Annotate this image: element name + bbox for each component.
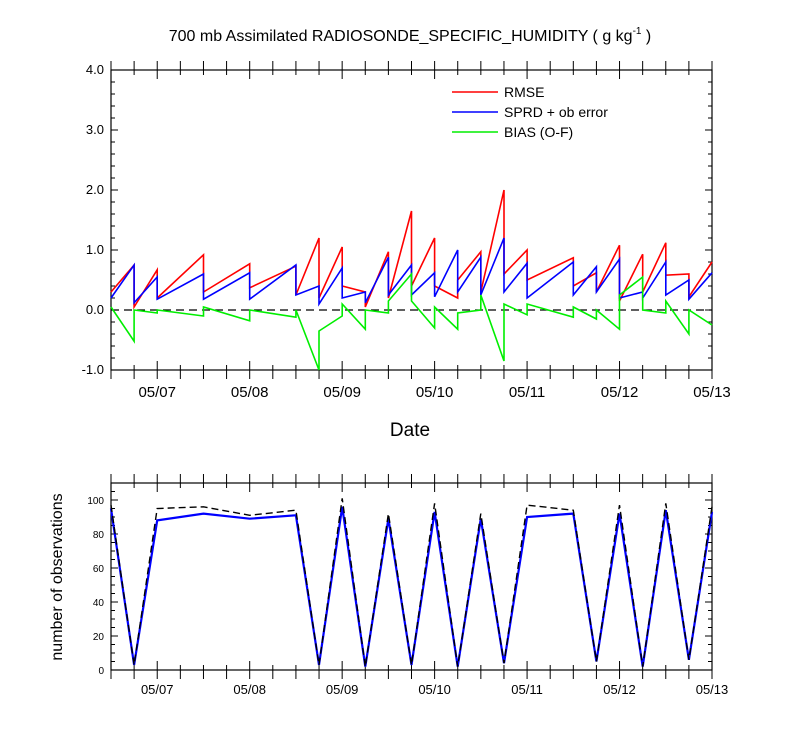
top-legend-label: BIAS (O-F) bbox=[504, 124, 573, 140]
bottom-y-tick-label: 60 bbox=[93, 564, 105, 575]
top-panel: -1.0 0.0 1.0 2.0 3.0 4.0 05/07 05/08 05/09 05/10 0… bbox=[82, 61, 731, 401]
top-x-tick-label: 05/09 bbox=[323, 384, 361, 401]
bottom-x-tick-label: 05/11 bbox=[511, 682, 543, 697]
top-y-tick-label: -1.0 bbox=[82, 362, 104, 377]
bottom-y-tick-label: 0 bbox=[98, 666, 104, 677]
bottom-y-tick-label: 20 bbox=[93, 632, 105, 643]
top-y-tick-label: 3.0 bbox=[86, 122, 104, 137]
top-legend-label: SPRD + ob error bbox=[504, 104, 608, 120]
bottom-x-tick-label: 05/07 bbox=[141, 682, 174, 697]
top-x-tick-label: 05/12 bbox=[601, 384, 639, 401]
bottom-y-tick-label: 40 bbox=[93, 598, 105, 609]
top-legend-label: RMSE bbox=[504, 84, 544, 100]
top-x-tick-label: 05/13 bbox=[693, 384, 731, 401]
bottom-x-tick-label: 05/13 bbox=[696, 682, 729, 697]
bottom-x-tick-label: 05/10 bbox=[418, 682, 451, 697]
chart-title: 700 mb Assimilated RADIOSONDE_SPECIFIC_H… bbox=[169, 26, 652, 45]
bottom-y-tick-label: 80 bbox=[93, 530, 105, 541]
chart-title-end: ) bbox=[641, 28, 651, 45]
bottom-panel: 0 20 40 60 80 100 05/07 05/08 05/09 05/10 05/11 05/… bbox=[87, 474, 728, 697]
bottom-x-tick-label: 05/09 bbox=[326, 682, 359, 697]
chart-title-superscript: -1 bbox=[633, 26, 642, 37]
top-y-tick-label: 2.0 bbox=[86, 182, 104, 197]
top-series-sprd-ob-error bbox=[110, 237, 713, 307]
bottom-x-tick-label: 05/12 bbox=[603, 682, 636, 697]
top-x-tick-label: 05/11 bbox=[509, 384, 545, 401]
top-x-tick-label: 05/08 bbox=[231, 384, 269, 401]
top-x-tick-label: 05/10 bbox=[416, 384, 454, 401]
top-x-tick-label: 05/07 bbox=[138, 384, 176, 401]
bottom-plot-frame bbox=[110, 482, 713, 671]
bottom-x-tick-label: 05/08 bbox=[233, 682, 266, 697]
top-series-bias-o-f bbox=[110, 271, 713, 371]
chart-title-main: 700 mb Assimilated RADIOSONDE_SPECIFIC_H… bbox=[169, 28, 633, 45]
bottom-y-axis-label: number of observations bbox=[49, 493, 66, 660]
bottom-series-used bbox=[109, 506, 714, 667]
top-y-tick-label: 4.0 bbox=[86, 62, 104, 77]
top-y-tick-label: 1.0 bbox=[86, 242, 104, 257]
bottom-series-possible bbox=[110, 498, 713, 667]
top-y-tick-label: 0.0 bbox=[86, 302, 104, 317]
top-x-axis-label: Date bbox=[390, 420, 430, 441]
bottom-y-tick-label: 100 bbox=[87, 496, 104, 507]
